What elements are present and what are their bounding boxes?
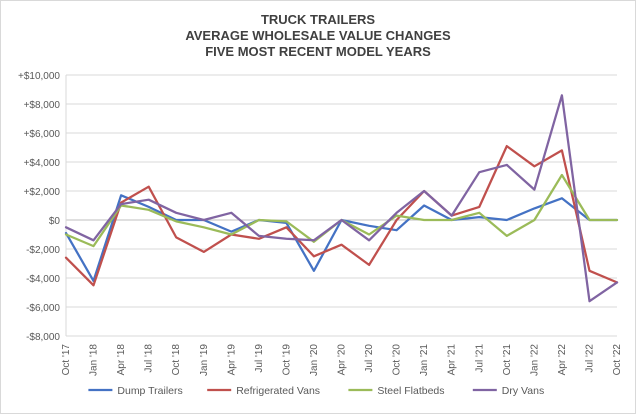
chart-title-line-2: AVERAGE WHOLESALE VALUE CHANGES (185, 28, 451, 43)
legend-label: Steel Flatbeds (377, 385, 444, 397)
legend-label: Refrigerated Vans (236, 385, 320, 397)
x-tick-label: Oct '18 (171, 344, 182, 376)
y-tick-label: -$2,000 (26, 245, 60, 256)
x-tick-label: Jul '22 (584, 344, 595, 373)
series-line (64, 144, 619, 287)
x-tick-label: Apr '20 (337, 344, 348, 376)
x-tick-label: Jan '19 (199, 344, 210, 376)
x-tick-label: Apr '19 (226, 344, 237, 376)
y-tick-label: +$4,000 (24, 158, 61, 169)
x-tick-label: Jan '22 (529, 344, 540, 376)
chart-title-line-3: FIVE MOST RECENT MODEL YEARS (205, 44, 431, 59)
y-tick-label: -$6,000 (26, 303, 60, 314)
x-tick-label: Oct '17 (61, 344, 72, 376)
x-tick-label: Jul '20 (364, 344, 375, 373)
y-tick-label: +$10,000 (18, 71, 60, 82)
x-tick-label: Jul '19 (254, 344, 265, 373)
legend-label: Dry Vans (502, 385, 544, 397)
y-tick-label: +$6,000 (24, 129, 61, 140)
x-tick-label: Jan '20 (309, 344, 320, 376)
legend-label: Dump Trailers (117, 385, 182, 397)
x-tick-label: Apr '22 (557, 344, 568, 376)
x-tick-label: Oct '19 (281, 344, 292, 376)
x-tick-label: Jul '18 (144, 344, 155, 373)
x-tick-label: Jan '18 (89, 344, 100, 376)
x-tick-label: Jan '21 (419, 344, 430, 376)
x-tick-label: Oct '22 (612, 344, 623, 376)
y-tick-label: -$8,000 (26, 332, 60, 343)
y-tick-label: +$8,000 (24, 100, 61, 111)
x-tick-label: Apr '21 (447, 344, 458, 376)
x-tick-label: Apr '18 (116, 344, 127, 376)
series-line (64, 194, 619, 283)
series-line (64, 94, 619, 303)
x-tick-label: Oct '21 (502, 344, 513, 376)
chart-title: TRUCK TRAILERS AVERAGE WHOLESALE VALUE C… (0, 12, 636, 60)
y-tick-label: +$2,000 (24, 187, 61, 198)
x-tick-label: Oct '20 (392, 344, 403, 376)
chart-title-line-1: TRUCK TRAILERS (260, 12, 376, 27)
x-tick-label: Jul '21 (474, 344, 485, 373)
y-tick-label: $0 (49, 216, 61, 227)
y-tick-label: -$4,000 (26, 274, 60, 285)
